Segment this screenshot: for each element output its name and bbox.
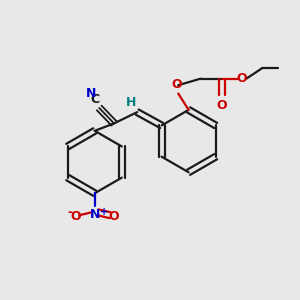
Text: C: C (91, 93, 100, 106)
Text: N: N (86, 87, 96, 100)
Text: -: - (67, 206, 72, 219)
Text: O: O (108, 210, 119, 223)
Text: O: O (171, 78, 182, 91)
Text: O: O (70, 210, 81, 223)
Text: O: O (237, 72, 248, 85)
Text: O: O (217, 99, 227, 112)
Text: H: H (125, 95, 136, 109)
Text: N: N (89, 208, 100, 221)
Text: +: + (100, 207, 108, 217)
